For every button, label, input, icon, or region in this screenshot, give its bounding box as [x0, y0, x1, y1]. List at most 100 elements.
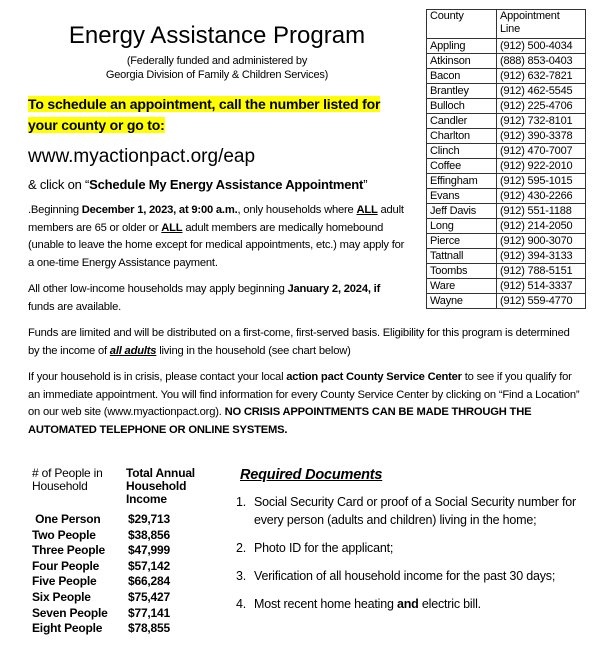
phone-cell: (912) 551-1188: [496, 203, 586, 219]
county-cell: Clinch: [426, 143, 497, 159]
county-cell: Evans: [426, 188, 497, 204]
top-section: Energy Assistance Program (Federally fun…: [28, 9, 586, 316]
income-cell: $57,142: [128, 558, 170, 573]
text: & click on “: [28, 177, 90, 192]
table-row: Coffee (912) 922-2010: [426, 158, 586, 174]
people-cell: Eight People: [32, 621, 103, 636]
phone-cell: (912) 214-2050: [496, 218, 586, 234]
county-cell: Jeff Davis: [426, 203, 497, 219]
people-cell: One Person: [32, 512, 101, 526]
table-row: Seven People $77,141: [32, 606, 222, 622]
phone-cell: (912) 632-7821: [496, 68, 586, 84]
table-row: One Person $29,713: [32, 512, 222, 528]
table-row: Tattnall (912) 394-3133: [426, 248, 586, 264]
people-cell: Two People: [32, 527, 96, 542]
bottom-section: # of People in Household Total Annual Ho…: [28, 467, 586, 637]
header-appointment-line: Appointment Line: [496, 9, 586, 39]
phone-cell: (912) 500-4034: [496, 38, 586, 54]
income-cell: $78,855: [128, 621, 170, 636]
table-row: Clinch (912) 470-7007: [426, 143, 586, 159]
county-cell: Effingham: [426, 173, 497, 189]
click-instruction: & click on “Schedule My Energy Assistanc…: [28, 176, 406, 193]
county-cell: Wayne: [426, 293, 497, 309]
highlight-line: To schedule an appointment, call the num…: [28, 96, 381, 112]
table-row: Atkinson (888) 853-0403: [426, 53, 586, 69]
county-cell: Appling: [426, 38, 497, 54]
county-cell: Brantley: [426, 83, 497, 99]
table-row: Eight People $78,855: [32, 621, 222, 637]
list-item: 1. Social Security Card or proof of a Soc…: [236, 495, 576, 527]
income-cell: $29,713: [128, 512, 170, 526]
list-item: 3. Verification of all household income f…: [236, 569, 556, 583]
income-table: # of People in Household Total Annual Ho…: [32, 467, 222, 637]
paragraph-crisis: If your household is in crisis, please c…: [28, 371, 580, 436]
phone-cell: (912) 922-2010: [496, 158, 586, 174]
link-name: Schedule My Energy Assistance Appointmen…: [89, 177, 364, 192]
page-title: Energy Assistance Program: [68, 22, 366, 49]
table-row: Two People $38,856: [32, 528, 222, 544]
table-row: Pierce (912) 900-3070: [426, 233, 586, 249]
income-cell: $38,856: [128, 527, 170, 542]
county-cell: Bulloch: [426, 98, 497, 114]
subtitle-line: (Federally funded and administered by: [126, 55, 308, 67]
phone-cell: (912) 900-3070: [496, 233, 586, 249]
phone-cell: (912) 394-3133: [496, 248, 586, 264]
table-row: Appling (912) 500-4034: [426, 38, 586, 54]
county-cell: Bacon: [426, 68, 497, 84]
people-cell: Four People: [32, 558, 100, 573]
county-cell: Tattnall: [426, 248, 497, 264]
phone-cell: (912) 462-5545: [496, 83, 586, 99]
table-row: Bulloch (912) 225-4706: [426, 98, 586, 114]
list-item: 4. Most recent home heating and electric …: [236, 597, 481, 611]
left-column: Energy Assistance Program (Federally fun…: [28, 9, 406, 316]
website-link[interactable]: www.myactionpact.org/eap: [28, 146, 256, 167]
table-row: Five People $66,284: [32, 574, 222, 590]
county-cell: Coffee: [426, 158, 497, 174]
paragraph-funds: Funds are limited and will be distribute…: [28, 327, 570, 357]
phone-cell: (912) 430-2266: [496, 188, 586, 204]
phone-cell: (912) 390-3378: [496, 128, 586, 144]
phone-cell: (912) 595-1015: [496, 173, 586, 189]
required-documents-list: 1. Social Security Card or proof of a Soc…: [236, 493, 596, 613]
income-cell: $66,284: [128, 574, 170, 589]
paragraph-eligibility-jan: All other low-income households may appl…: [28, 283, 381, 313]
phone-cell: (912) 788-5151: [496, 263, 586, 279]
header-people: # of People in Household: [32, 466, 103, 493]
highlight-line: your county or go to:: [28, 117, 165, 133]
income-cell: $77,141: [128, 605, 170, 620]
table-row: Wayne (912) 559-4770: [426, 293, 586, 309]
county-cell: Candler: [426, 113, 497, 129]
list-item: 2. Photo ID for the applicant;: [236, 541, 394, 555]
table-row: Brantley (912) 462-5545: [426, 83, 586, 99]
people-cell: Three People: [32, 543, 105, 558]
text: ”: [363, 177, 368, 192]
county-cell: Long: [426, 218, 497, 234]
header-county: County: [426, 9, 497, 39]
county-cell: Pierce: [426, 233, 497, 249]
highlighted-instructions: To schedule an appointment, call the num…: [28, 94, 406, 136]
table-row: Effingham (912) 595-1015: [426, 173, 586, 189]
table-row: Evans (912) 430-2266: [426, 188, 586, 204]
table-row: Four People $57,142: [32, 559, 222, 575]
phone-cell: (912) 514-3337: [496, 278, 586, 294]
income-cell: $75,427: [128, 589, 170, 604]
required-documents: Required Documents 1. Social Security Car…: [236, 467, 596, 637]
people-cell: Six People: [32, 589, 91, 604]
paragraph-eligibility-dec: .Beginning December 1, 2023, at 9:00 a.m…: [28, 204, 405, 269]
table-row: Bacon (912) 632-7821: [426, 68, 586, 84]
county-cell: Toombs: [426, 263, 497, 279]
phone-cell: (912) 559-4770: [496, 293, 586, 309]
header-income: Total Annual Household Income: [126, 466, 195, 506]
phone-cell: (912) 732-8101: [496, 113, 586, 129]
phone-cell: (888) 853-0403: [496, 53, 586, 69]
table-row: Six People $75,427: [32, 590, 222, 606]
income-table-header: # of People in Household Total Annual Ho…: [32, 467, 222, 506]
table-row: Ware (912) 514-3337: [426, 278, 586, 294]
phone-cell: (912) 470-7007: [496, 143, 586, 159]
required-documents-heading: Required Documents: [240, 467, 383, 483]
table-row: Toombs (912) 788-5151: [426, 263, 586, 279]
subtitle: (Federally funded and administered by Ge…: [28, 54, 406, 82]
table-row: Charlton (912) 390-3378: [426, 128, 586, 144]
subtitle-line: Georgia Division of Family & Children Se…: [105, 69, 329, 81]
